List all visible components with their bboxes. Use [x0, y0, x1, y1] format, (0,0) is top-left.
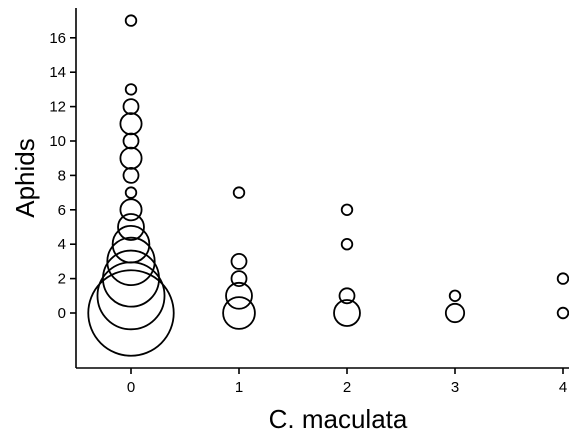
bubble-point — [124, 186, 138, 199]
y-tick-label: 16 — [49, 30, 66, 47]
x-tick-label: 0 — [127, 379, 135, 396]
bubble-point — [333, 299, 361, 327]
bubble-point — [119, 198, 143, 222]
bubble-point — [222, 296, 256, 330]
y-tick-label: 2 — [58, 271, 66, 288]
bubble-point — [124, 14, 138, 27]
bubble-point — [230, 270, 248, 288]
bubble-point — [225, 281, 253, 310]
bubble-point — [119, 146, 143, 170]
bubble-point — [122, 132, 140, 150]
x-tick-label: 2 — [343, 379, 351, 396]
x-axis-title: C. maculata — [269, 404, 408, 434]
bubble-point — [556, 272, 569, 285]
bubble-point — [117, 213, 145, 241]
y-tick-label: 8 — [58, 167, 66, 184]
bubble-point — [102, 249, 160, 308]
bubble-point — [338, 287, 356, 305]
bubble-point — [340, 237, 354, 251]
y-tick-label: 0 — [58, 305, 66, 322]
x-tick-label: 1 — [235, 379, 243, 396]
x-tick-label: 3 — [451, 379, 459, 396]
bubble-point — [87, 269, 175, 357]
y-tick-label: 12 — [49, 99, 66, 116]
bubble-point — [448, 289, 462, 303]
bubble-point — [340, 203, 354, 217]
bubbles — [87, 14, 569, 357]
bubble-point — [119, 112, 143, 136]
bubble-point — [444, 302, 466, 324]
bubble-point — [230, 252, 248, 270]
y-tick-label: 4 — [58, 236, 66, 253]
bubble-point — [111, 224, 151, 264]
bubble-point — [232, 186, 246, 199]
x-tick-label: 4 — [559, 379, 567, 396]
bubble-point — [96, 261, 166, 331]
bubble-point — [106, 236, 156, 286]
bubble-point — [556, 306, 569, 320]
y-axis-title: Aphids — [10, 138, 40, 218]
bubble-point — [122, 166, 140, 184]
y-tick-label: 6 — [58, 202, 66, 219]
y-tick-label: 10 — [49, 133, 66, 150]
bubble-point — [122, 98, 140, 115]
bubble-point — [124, 83, 138, 96]
y-tick-label: 14 — [49, 64, 66, 81]
